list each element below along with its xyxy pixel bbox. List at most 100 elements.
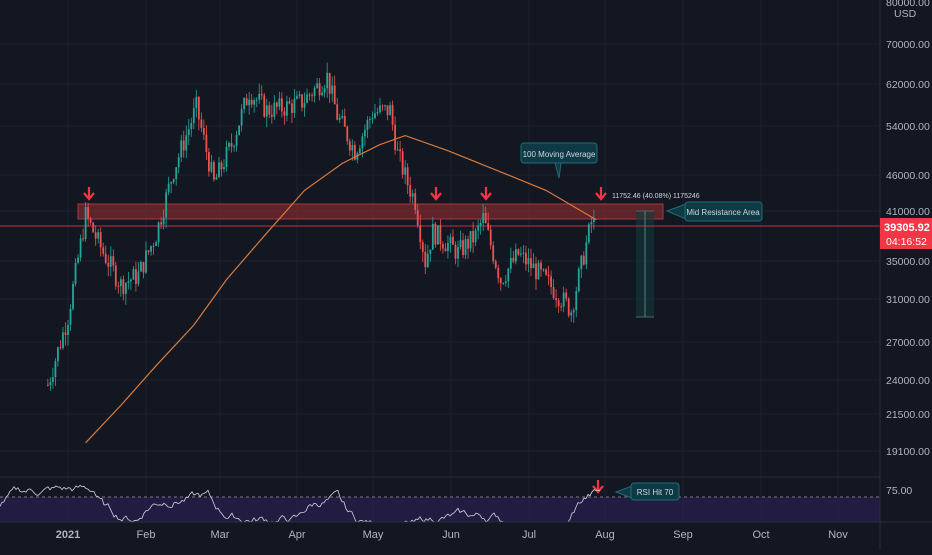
candle-body <box>545 269 547 275</box>
candle-body <box>170 182 173 184</box>
candle-body <box>452 236 454 245</box>
price-tick: 24000.00 <box>886 375 930 387</box>
candle-body <box>180 140 183 158</box>
candle-body <box>250 99 253 105</box>
candle-body <box>165 192 168 218</box>
candle-body <box>67 324 69 335</box>
candle-body <box>82 238 84 240</box>
resistance-callout[interactable]: Mid Resistance Area <box>665 201 763 222</box>
candle-body <box>286 101 288 116</box>
candle-body <box>484 213 487 224</box>
time-label: Apr <box>288 529 305 541</box>
arrows-layer <box>83 187 607 494</box>
candle-body <box>530 258 532 269</box>
candle-body <box>366 119 369 130</box>
candle-body <box>343 116 346 127</box>
arrow-down-icon <box>430 187 442 201</box>
candle-body <box>331 85 334 94</box>
candle-body <box>592 218 595 223</box>
candle-body <box>542 269 545 271</box>
candle-body <box>172 179 175 183</box>
candle-body <box>114 265 117 286</box>
time-label: Jun <box>442 529 460 541</box>
candle-body <box>414 193 417 211</box>
horizontal-grid <box>0 43 880 452</box>
candle-body <box>162 217 165 225</box>
candle-body <box>97 232 100 239</box>
candle-body <box>577 268 580 292</box>
candle-body <box>49 381 52 386</box>
candle-body <box>499 278 502 284</box>
candle-body <box>399 149 402 152</box>
candle-body <box>223 167 225 170</box>
candle-body <box>555 298 558 301</box>
candle-body <box>404 167 407 175</box>
candle-body <box>497 267 500 279</box>
candle-body <box>192 108 195 124</box>
candle-body <box>202 127 205 135</box>
candle-body <box>547 274 550 277</box>
candle-body <box>532 263 535 269</box>
candle-body <box>351 144 354 151</box>
candle-body <box>213 162 215 180</box>
price-tick: 21500.00 <box>886 409 930 421</box>
candle-body <box>104 253 107 263</box>
candle-body <box>421 242 424 252</box>
candle-body <box>479 222 482 226</box>
time-label: Oct <box>752 529 769 541</box>
candle-body <box>525 252 527 265</box>
candle-body <box>381 105 384 107</box>
candle-body <box>117 285 120 287</box>
candle-body <box>177 157 180 168</box>
price-tag-countdown: 04:16:52 <box>886 236 927 248</box>
candle-body <box>208 152 210 172</box>
candle-body <box>200 119 203 128</box>
candle-body <box>358 148 361 154</box>
candle-body <box>220 162 223 170</box>
candle-body <box>409 185 412 197</box>
candle-body <box>487 223 490 230</box>
candle-body <box>190 123 193 130</box>
price-tick: 80000.00 <box>886 0 930 9</box>
time-label: Sep <box>673 529 693 541</box>
candle-body <box>127 281 130 283</box>
price-tick: 46000.00 <box>886 170 930 182</box>
candle-body <box>389 105 391 116</box>
candle-body <box>384 105 386 107</box>
arrow-down-icon <box>595 187 607 201</box>
candle-body <box>155 242 157 246</box>
candle-body <box>552 287 555 299</box>
candle-body <box>167 183 170 193</box>
candle-body <box>457 247 459 259</box>
candle-body <box>535 263 537 280</box>
arrow-down-icon <box>592 480 604 494</box>
arrow-down-icon <box>83 187 95 201</box>
candle-body <box>296 95 298 99</box>
candle-body <box>137 271 140 284</box>
candle-body <box>474 230 477 243</box>
candle-body <box>353 144 356 160</box>
candle-body <box>575 291 578 311</box>
candle-body <box>175 167 178 180</box>
ma-callout[interactable]: 100 Moving Average <box>520 142 598 179</box>
candle-body <box>72 283 74 309</box>
candle-body <box>482 213 485 223</box>
candle-body <box>160 222 162 225</box>
candle-body <box>205 134 208 153</box>
candle-body <box>99 232 102 248</box>
candle-body <box>92 222 95 233</box>
candle-body <box>94 232 97 239</box>
candle-body <box>187 129 190 136</box>
rsi-callout[interactable]: RSI Hit 70 <box>614 482 680 501</box>
candle-body <box>326 72 329 89</box>
candle-body <box>447 242 449 252</box>
candle-body <box>341 116 344 118</box>
time-label: Aug <box>595 529 615 541</box>
candle-body <box>278 98 281 107</box>
moving-average-line <box>85 134 597 444</box>
candle-body <box>371 118 374 120</box>
candle-body <box>152 245 155 247</box>
